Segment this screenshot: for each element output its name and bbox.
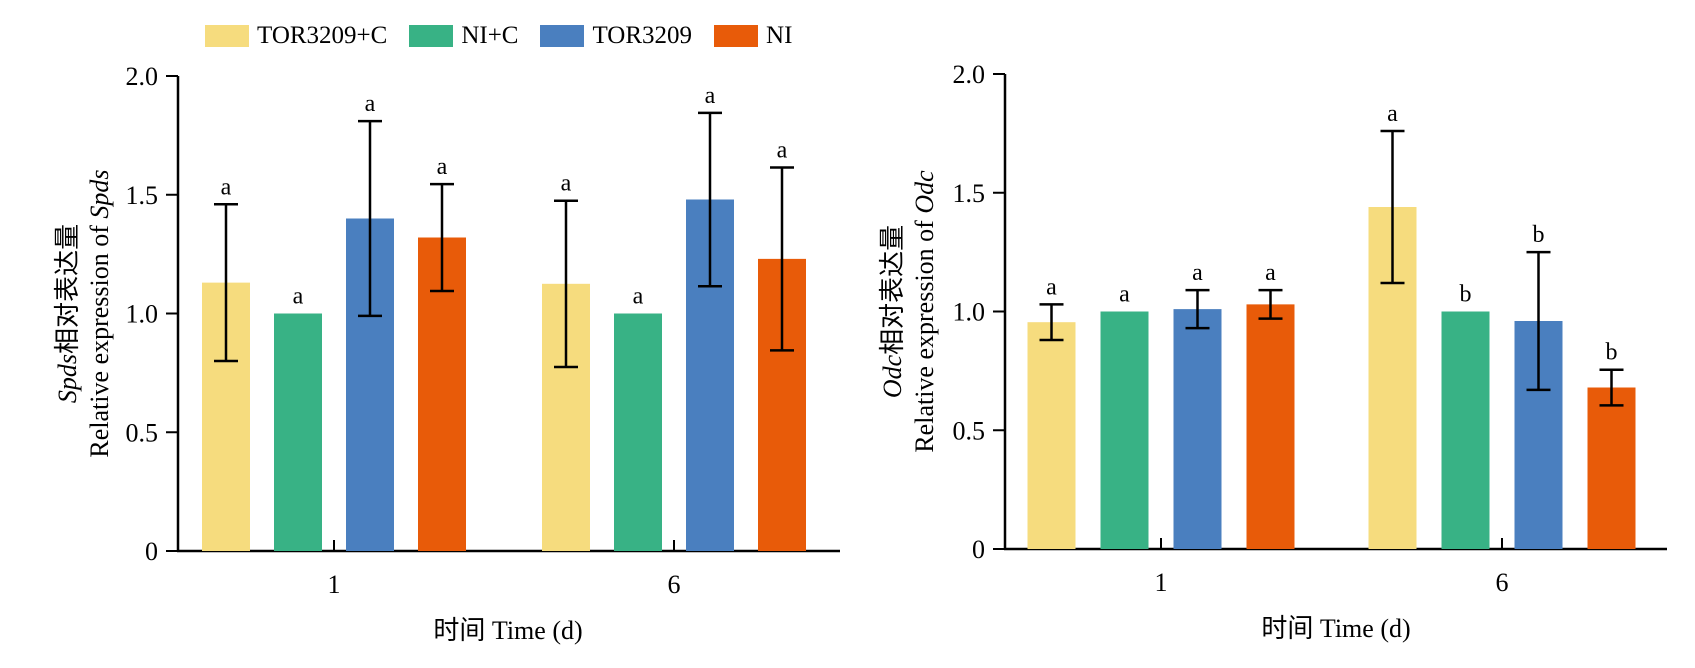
significance-letter: b (1606, 340, 1618, 366)
significance-letter: a (437, 154, 448, 180)
legend-swatch (540, 25, 585, 47)
x-tick-label: 6 (668, 570, 681, 599)
bar (1441, 311, 1490, 549)
bar (1027, 322, 1076, 549)
y-axis-label-line1: Odc相对表达量 (878, 225, 907, 398)
legend-label: TOR3209+C (257, 22, 388, 49)
x-tick-label: 1 (328, 570, 341, 599)
legend-swatch (714, 25, 759, 47)
y-tick-label: 2.0 (126, 62, 159, 91)
legend-label: NI+C (461, 22, 519, 49)
y-axis-label-line2: Relative expression of Odc (910, 170, 939, 453)
y-tick-label: 1.0 (126, 300, 159, 329)
significance-letter: a (777, 137, 788, 163)
significance-letter: a (1387, 101, 1398, 127)
legend: TOR3209+C NI+C TOR3209 NI (205, 22, 814, 50)
bar (1100, 311, 1149, 549)
y-tick-label: 0 (972, 535, 985, 564)
x-tick-label: 1 (1155, 568, 1168, 597)
significance-letter: a (561, 171, 572, 197)
y-axis-label-line2: Relative expression of Spds (85, 169, 114, 457)
significance-letter: a (293, 284, 304, 310)
bar (1173, 309, 1222, 549)
legend-item-ni-c: NI+C (409, 22, 518, 50)
significance-letter: a (1046, 274, 1057, 300)
significance-letter: b (1460, 282, 1472, 308)
legend-label: TOR3209 (592, 22, 693, 49)
significance-letter: a (1192, 260, 1203, 286)
significance-letter: a (365, 91, 376, 117)
significance-letter: b (1533, 222, 1545, 248)
y-tick-label: 2.0 (953, 60, 986, 89)
y-tick-label: 0.5 (126, 418, 159, 447)
significance-letter: a (221, 174, 232, 200)
bar (614, 313, 662, 551)
significance-letter: a (633, 284, 644, 310)
significance-letter: a (705, 83, 716, 109)
y-tick-label: 1.5 (953, 179, 986, 208)
significance-letter: a (1119, 282, 1130, 308)
x-axis-label: 时间 Time (d) (433, 616, 582, 645)
y-tick-label: 1.0 (953, 298, 986, 327)
legend-item-tor3209-c: TOR3209+C (205, 22, 387, 50)
bar (274, 313, 322, 551)
legend-swatch (409, 25, 454, 47)
y-axis-label-line1: Spds相对表达量 (53, 224, 82, 403)
bar (1246, 304, 1295, 549)
y-tick-label: 0.5 (953, 416, 986, 445)
significance-letter: a (1265, 260, 1276, 286)
y-tick-label: 1.5 (126, 181, 159, 210)
bar (1587, 387, 1636, 549)
legend-swatch (205, 25, 249, 47)
y-tick-label: 0 (145, 537, 158, 566)
legend-label: NI (766, 22, 793, 49)
legend-item-ni: NI (714, 22, 792, 50)
x-tick-label: 6 (1496, 568, 1509, 597)
x-axis-label: 时间 Time (d) (1261, 614, 1410, 643)
legend-item-tor3209: TOR3209 (540, 22, 692, 50)
